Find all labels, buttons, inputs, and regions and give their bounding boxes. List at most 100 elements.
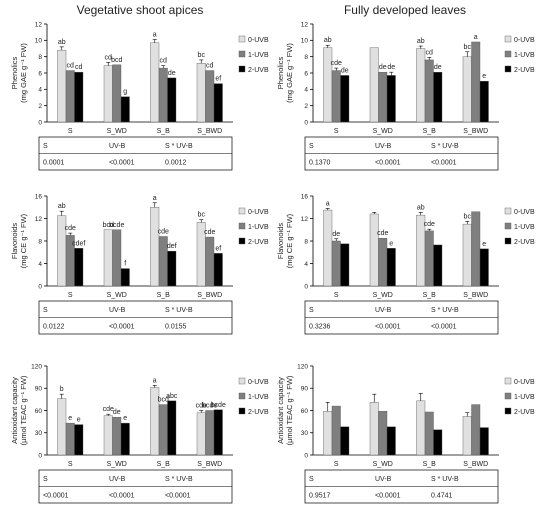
stats-header: S * UV-B bbox=[165, 307, 193, 314]
y-tick-label: 8 bbox=[304, 238, 308, 245]
y-tick-label: 0 bbox=[304, 283, 308, 290]
bar-0-uvb bbox=[323, 47, 333, 123]
stats-value: <0.0001 bbox=[375, 493, 401, 500]
y-axis-label-line: Flavonoids bbox=[276, 223, 285, 260]
stats-value: <0.0001 bbox=[109, 324, 135, 331]
bar-1-uvb bbox=[65, 70, 75, 123]
stats-header: S * UV-B bbox=[431, 143, 459, 150]
bar-2-uvb bbox=[340, 75, 350, 123]
y-tick-label: 16 bbox=[35, 193, 43, 200]
category-label: S_WD bbox=[107, 292, 127, 299]
bar-0-uvb bbox=[196, 412, 206, 456]
y-tick-label: 0 bbox=[304, 452, 308, 459]
significance-letter: de bbox=[434, 64, 442, 71]
bar-2-uvb bbox=[167, 77, 177, 123]
stats-value: <0.0001 bbox=[43, 493, 69, 500]
significance-letter: bc bbox=[198, 52, 206, 59]
legend-label: 1-UVB bbox=[248, 224, 269, 231]
legend-label: 2-UVB bbox=[514, 67, 535, 74]
y-axis-label: Antioxidant capacity(μmol TEAC g⁻¹ FW) bbox=[10, 375, 28, 445]
category-label: S_WD bbox=[107, 461, 127, 468]
stats-header: S bbox=[43, 476, 48, 483]
y-axis-label-line: (mg GAE g⁻¹ FW) bbox=[285, 43, 294, 103]
stats-header: UV-B bbox=[375, 143, 392, 150]
y-axis-label: Flavonoids(mg CE g⁻¹ FW) bbox=[10, 213, 28, 268]
significance-letter: ab bbox=[324, 37, 332, 44]
legend-swatch bbox=[238, 377, 246, 385]
significance-letter: cd bbox=[206, 63, 214, 70]
y-tick-label: 60 bbox=[301, 408, 309, 415]
y-tick-label: 8 bbox=[304, 54, 308, 61]
category-label: S_WD bbox=[373, 292, 393, 299]
legend-swatch bbox=[504, 407, 512, 415]
category-label: S bbox=[68, 292, 73, 299]
y-tick-label: 8 bbox=[38, 54, 42, 61]
significance-letter: cde bbox=[204, 229, 215, 236]
y-tick-label: 30 bbox=[35, 430, 43, 437]
stats-header: S bbox=[309, 307, 314, 314]
y-tick-label: 90 bbox=[35, 386, 43, 393]
category-label: S_B bbox=[423, 292, 437, 299]
significance-letter: cd bbox=[160, 58, 168, 65]
stats-header: S * UV-B bbox=[165, 476, 193, 483]
bar-1-uvb bbox=[158, 404, 168, 456]
stats-value: 0.0122 bbox=[43, 324, 65, 331]
bar-1-uvb bbox=[112, 64, 122, 123]
significance-letter: cd bbox=[426, 49, 434, 56]
bar-2-uvb bbox=[167, 250, 177, 287]
significance-letter: e bbox=[482, 241, 486, 248]
significance-letter: cd bbox=[105, 54, 113, 61]
category-label: S_BWD bbox=[463, 461, 488, 468]
bar-1-uvb bbox=[65, 422, 75, 456]
legend-label: 2-UVB bbox=[248, 67, 269, 74]
stats-value: <0.0001 bbox=[431, 160, 457, 167]
significance-letter: f bbox=[124, 261, 126, 268]
category-label: S bbox=[334, 128, 339, 135]
category-label: S_WD bbox=[107, 128, 127, 135]
category-label: S_B bbox=[157, 128, 171, 135]
significance-letter: bc bbox=[464, 213, 472, 220]
stats-header: S bbox=[43, 143, 48, 150]
legend-label: 0-UVB bbox=[248, 209, 269, 216]
stats-value: <0.0001 bbox=[431, 324, 457, 331]
significance-letter: cde bbox=[424, 221, 435, 228]
bar-0-uvb bbox=[369, 213, 379, 287]
bar-1-uvb bbox=[112, 416, 122, 456]
bar-2-uvb bbox=[433, 429, 443, 456]
category-label: S_BWD bbox=[463, 292, 488, 299]
legend-swatch bbox=[238, 35, 246, 43]
y-tick-label: 10 bbox=[301, 38, 309, 45]
bar-1-uvb bbox=[471, 404, 481, 456]
legend-swatch bbox=[504, 237, 512, 245]
significance-letter: bc bbox=[464, 44, 472, 51]
stats-header: S * UV-B bbox=[431, 307, 459, 314]
stats-value: 0.3236 bbox=[309, 324, 331, 331]
legend-label: 1-UVB bbox=[514, 394, 535, 401]
bar-1-uvb bbox=[112, 229, 122, 287]
stats-header: S bbox=[309, 476, 314, 483]
legend-swatch bbox=[504, 222, 512, 230]
y-tick-label: 6 bbox=[304, 70, 308, 77]
significance-letter: abc bbox=[166, 393, 178, 400]
significance-letter: ab bbox=[417, 38, 425, 45]
bar-2-uvb bbox=[386, 75, 396, 123]
legend-label: 1-UVB bbox=[514, 224, 535, 231]
bar-1-uvb bbox=[471, 41, 481, 123]
y-tick-label: 0 bbox=[38, 283, 42, 290]
bar-2-uvb bbox=[479, 248, 489, 287]
category-label: S_BWD bbox=[197, 128, 222, 135]
y-tick-label: 2 bbox=[304, 103, 308, 110]
y-tick-label: 12 bbox=[301, 216, 309, 223]
bar-2-uvb bbox=[433, 71, 443, 123]
legend-label: 1-UVB bbox=[514, 52, 535, 59]
bar-1-uvb bbox=[205, 236, 215, 287]
bar-2-uvb bbox=[120, 96, 130, 123]
y-axis-label: Antioxidant capacity(μmol TEAC g⁻¹ FW) bbox=[276, 375, 294, 445]
y-tick-label: 2 bbox=[38, 103, 42, 110]
significance-letter: bc bbox=[198, 212, 206, 219]
y-axis-label-line: (μmol TEAC g⁻¹ FW) bbox=[19, 375, 28, 445]
stats-header: S * UV-B bbox=[431, 476, 459, 483]
